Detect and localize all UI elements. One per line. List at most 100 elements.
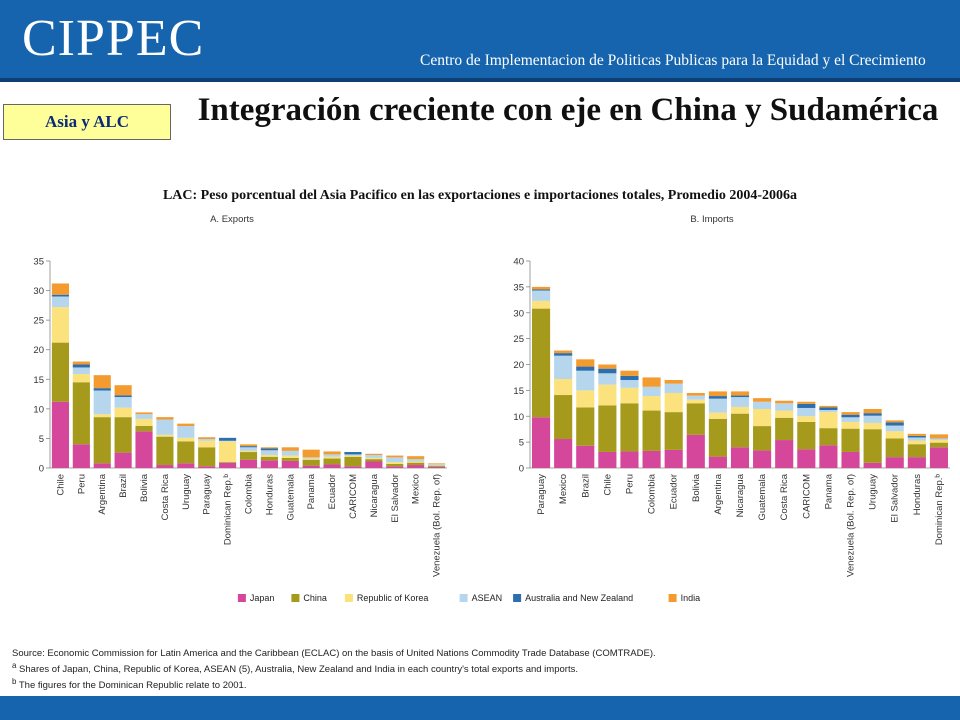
legend-swatch-asean xyxy=(459,594,468,602)
bar-china-venezuela-bol-rep-of xyxy=(841,428,860,452)
bar-australia-and-new-zealand-panama xyxy=(819,407,838,411)
chart-title: B. Imports xyxy=(690,214,734,225)
x-tick-label-bolivia: Bolivia xyxy=(139,473,150,502)
bar-japan-guatemala xyxy=(281,460,299,468)
bar-china-uruguay xyxy=(177,441,195,464)
y-tick-label: 15 xyxy=(33,375,44,386)
note-a: a Shares of Japan, China, Republic of Ko… xyxy=(12,660,942,676)
bar-china-mexico xyxy=(407,462,425,466)
bar-china-nicaragua xyxy=(365,459,383,462)
legend-swatch-republic-of-korea xyxy=(344,594,353,602)
header-rule xyxy=(0,78,960,82)
bar-australia-and-new-zealand-peru xyxy=(620,375,639,381)
section-tag: Asia y ALC xyxy=(3,104,171,140)
bar-asean-chile xyxy=(598,373,617,385)
bar-australia-and-new-zealand-argentina xyxy=(708,396,727,399)
bar-republic-of-korea-uruguay xyxy=(863,422,882,430)
bar-japan-panama xyxy=(819,445,838,468)
bar-japan-colombia xyxy=(642,450,661,468)
bar-australia-and-new-zealand-chile xyxy=(598,368,617,374)
bar-japan-el-salvador xyxy=(386,466,404,468)
bar-japan-mexico xyxy=(554,439,573,468)
bar-india-panama xyxy=(302,449,320,458)
bar-china-ecuador xyxy=(323,458,341,465)
bar-china-peru xyxy=(72,382,90,445)
bar-asean-panama xyxy=(302,457,320,459)
bar-china-peru xyxy=(620,403,639,452)
bar-australia-and-new-zealand-caricom xyxy=(797,403,816,408)
bar-republic-of-korea-nicaragua xyxy=(730,406,750,414)
bar-india-ecuador xyxy=(323,451,341,455)
bar-republic-of-korea-caricom xyxy=(344,455,362,457)
bar-republic-of-korea-venezuela-bol-rep-of xyxy=(841,421,860,429)
x-tick-label-paraguay: Paraguay xyxy=(536,474,547,515)
x-tick-label-chile: Chile xyxy=(602,474,613,496)
x-tick-label-panama: Panama xyxy=(306,473,317,509)
bar-asean-mexico xyxy=(407,459,425,462)
bar-asean-paraguay xyxy=(531,290,551,301)
bar-japan-nicaragua xyxy=(730,447,750,468)
bar-china-el-salvador xyxy=(885,438,904,458)
bar-china-dominican-rep xyxy=(219,462,237,463)
y-tick-label: 20 xyxy=(513,360,524,371)
bar-china-brazil xyxy=(576,407,595,446)
x-tick-label-uruguay: Uruguay xyxy=(868,474,879,510)
bar-australia-and-new-zealand-el-salvador xyxy=(885,422,904,426)
bar-asean-brazil xyxy=(576,370,595,391)
legend-swatch-china xyxy=(291,594,300,602)
bar-asean-costa-rica xyxy=(775,403,794,411)
legend-label-republic-of-korea: Republic of Korea xyxy=(357,593,429,603)
bar-japan-brazil xyxy=(114,452,132,468)
bar-japan-colombia xyxy=(239,459,258,468)
bar-australia-and-new-zealand-venezuela-bol-rep-of xyxy=(841,414,860,418)
bar-japan-caricom xyxy=(797,449,816,468)
bar-india-uruguay xyxy=(863,409,882,414)
bar-china-dominican-rep xyxy=(929,442,949,448)
bar-china-chile xyxy=(598,405,617,452)
bar-asean-peru xyxy=(620,380,639,388)
bar-china-caricom xyxy=(344,456,362,467)
x-tick-label-dominican-rep: Dominican Rep.ᵇ xyxy=(934,474,945,546)
bar-republic-of-korea-ecuador xyxy=(323,456,341,459)
y-tick-label: 0 xyxy=(519,464,524,475)
x-tick-label-dominican-rep: Dominican Rep.ᵇ xyxy=(223,474,234,546)
bar-india-costa-rica xyxy=(156,417,174,420)
bar-japan-guatemala xyxy=(753,450,772,468)
y-tick-label: 30 xyxy=(33,286,44,297)
bar-republic-of-korea-chile xyxy=(51,307,70,343)
bar-india-caricom xyxy=(797,401,816,404)
bar-australia-and-new-zealand-peru xyxy=(72,364,90,368)
slide-title: Integración creciente con eje en China y… xyxy=(197,92,939,128)
bar-japan-dominican-rep xyxy=(219,462,237,468)
bar-asean-bolivia xyxy=(686,395,705,400)
charts-figure: A. Exports 0 5 10 15 20 25 30 35 Chile Peru Argenti… xyxy=(33,214,950,603)
bar-asean-argentina xyxy=(93,390,111,415)
bar-asean-nicaragua xyxy=(730,397,750,407)
bar-india-argentina xyxy=(93,375,111,389)
bar-india-mexico xyxy=(554,350,573,354)
bar-china-panama xyxy=(302,459,320,466)
legend-swatch-india xyxy=(668,594,677,602)
x-tick-label-brazil: Brazil xyxy=(118,474,129,498)
bar-china-costa-rica xyxy=(156,436,174,466)
x-tick-label-venezuela-bol-rep-of: Venezuela (Bol. Rep. of) xyxy=(846,474,857,577)
y-tick-label: 25 xyxy=(33,316,44,327)
x-tick-label-honduras: Honduras xyxy=(912,474,923,515)
source-text: Source: Economic Commission for Latin Am… xyxy=(12,648,656,659)
bar-india-ecuador xyxy=(664,380,683,384)
bar-china-el-salvador xyxy=(386,463,404,467)
bar-republic-of-korea-bolivia xyxy=(686,399,705,404)
bar-republic-of-korea-peru xyxy=(72,373,90,383)
x-tick-label-paraguay: Paraguay xyxy=(202,474,213,515)
bar-asean-ecuador xyxy=(323,454,341,457)
x-tick-label-caricom: CARICOM xyxy=(348,474,359,519)
bar-republic-of-korea-panama xyxy=(302,458,320,460)
bar-asean-caricom xyxy=(344,454,362,456)
bar-asean-bolivia xyxy=(135,414,153,419)
bar-china-bolivia xyxy=(135,426,153,432)
bar-republic-of-korea-honduras xyxy=(260,454,278,457)
x-tick-label-ecuador: Ecuador xyxy=(669,474,680,509)
x-tick-label-ecuador: Ecuador xyxy=(327,474,338,509)
bar-china-colombia xyxy=(239,452,258,460)
bar-japan-costa-rica xyxy=(156,465,174,468)
